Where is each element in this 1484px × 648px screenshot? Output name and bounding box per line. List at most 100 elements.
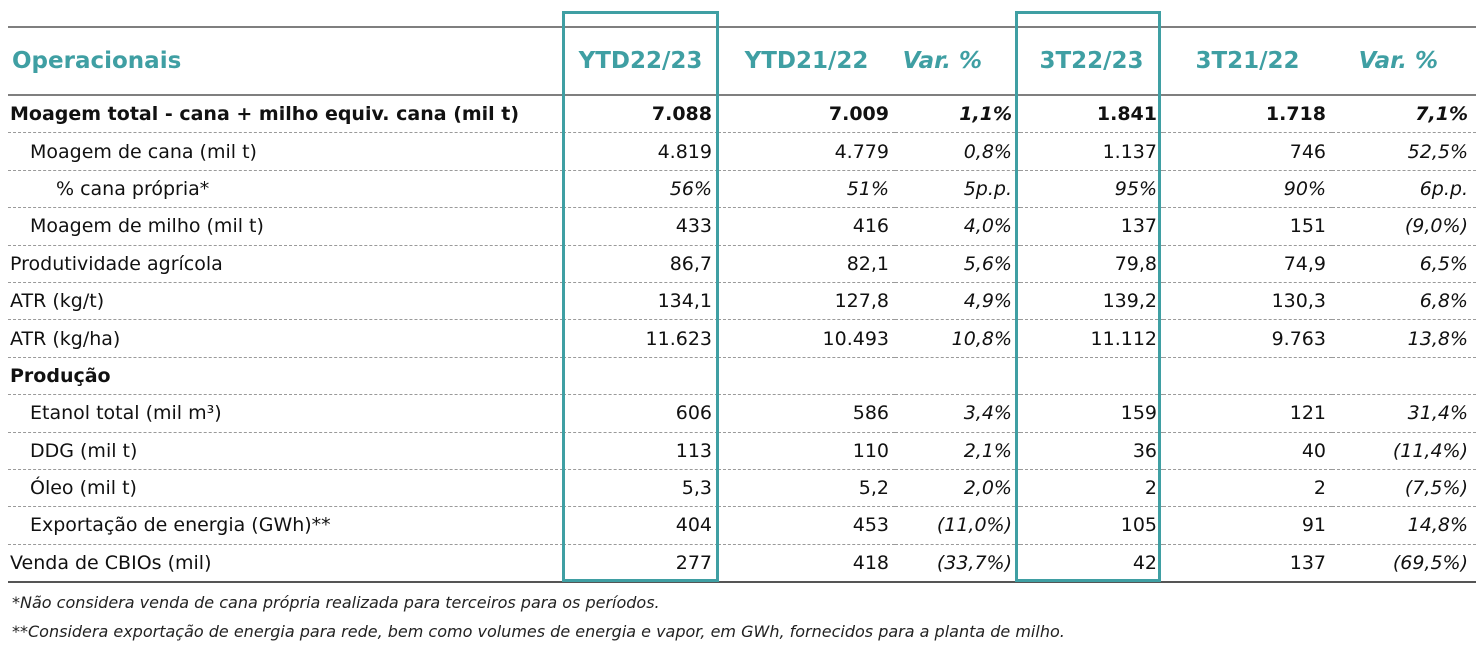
value-ytd2122: 82,1 [718, 245, 895, 283]
value-3t2223: 105 [1020, 506, 1163, 545]
value-3t2223: 95% [1020, 170, 1163, 209]
value-var-3t: 14,8% [1332, 506, 1476, 545]
value-var-ytd: 2,0% [895, 469, 1020, 508]
value-ytd2122: 51% [718, 170, 895, 209]
value-ytd2223: 113 [563, 432, 718, 470]
value-3t2122: 9.763 [1163, 319, 1332, 358]
value-3t2223: 36 [1020, 432, 1163, 470]
value-3t2122: 151 [1163, 207, 1332, 246]
row-label: ATR (kg/ha) [8, 319, 563, 358]
value-var-3t: (11,4%) [1332, 432, 1476, 470]
table-row: Produtividade agrícola 86,7 82,1 5,6% 79,8 74… [8, 245, 1476, 283]
table-row: % cana própria* 56% 51% 5p.p. 95% 90% 6p.p. [8, 170, 1476, 209]
value-var-3t: 7,1% [1332, 95, 1476, 134]
value-var-ytd: 2,1% [895, 432, 1020, 470]
value-3t2223: 1.137 [1020, 132, 1163, 171]
operational-table: Operacionais YTD22/23 YTD21/22 Var. % 3T… [8, 26, 1476, 584]
value-var-3t: 31,4% [1332, 394, 1476, 433]
row-label: Produtividade agrícola [8, 245, 563, 283]
value-ytd2122: 586 [718, 394, 895, 433]
value-3t2122: 137 [1163, 544, 1332, 584]
value-3t2223: 42 [1020, 544, 1163, 584]
table-row: DDG (mil t) 113 110 2,1% 36 40 (11,4%) [8, 432, 1476, 470]
row-label: Moagem de milho (mil t) [8, 207, 563, 246]
value-ytd2122: 453 [718, 506, 895, 545]
header-col-ytd2122: YTD21/22 [718, 26, 895, 96]
value-ytd2223: 56% [563, 170, 718, 209]
value-3t2122: 1.718 [1163, 95, 1332, 134]
value-3t2122: 90% [1163, 170, 1332, 209]
value-3t2223: 2 [1020, 469, 1163, 508]
value-ytd2223: 7.088 [563, 95, 718, 134]
footnote-1: *Não considera venda de cana própria rea… [12, 593, 660, 612]
value-3t2122: 2 [1163, 469, 1332, 508]
value-var-3t: 6,8% [1332, 282, 1476, 321]
value-3t2223 [1020, 357, 1163, 396]
value-3t2122 [1163, 357, 1332, 396]
value-ytd2223: 4.819 [563, 132, 718, 171]
table-row: Etanol total (mil m³) 606 586 3,4% 159 121 31,… [8, 394, 1476, 433]
table-body: Moagem total - cana + milho equiv. cana … [8, 95, 1476, 584]
row-label: Produção [8, 357, 563, 396]
value-var-3t: (7,5%) [1332, 469, 1476, 508]
value-ytd2122: 4.779 [718, 132, 895, 171]
row-label: DDG (mil t) [8, 432, 563, 470]
row-label: ATR (kg/t) [8, 282, 563, 321]
value-3t2122: 40 [1163, 432, 1332, 470]
table-row: Moagem total - cana + milho equiv. cana … [8, 95, 1476, 134]
header-col-var-ytd: Var. % [895, 26, 1020, 96]
value-3t2122: 746 [1163, 132, 1332, 171]
table-row: Óleo (mil t) 5,3 5,2 2,0% 2 2 (7,5%) [8, 469, 1476, 508]
header-col-3t2122: 3T21/22 [1163, 26, 1332, 96]
value-ytd2223: 134,1 [563, 282, 718, 321]
header-col-var-3t: Var. % [1332, 26, 1476, 96]
value-3t2122: 91 [1163, 506, 1332, 545]
value-ytd2223: 277 [563, 544, 718, 584]
value-ytd2223: 606 [563, 394, 718, 433]
value-ytd2122 [718, 357, 895, 396]
value-ytd2122: 418 [718, 544, 895, 584]
value-ytd2223: 404 [563, 506, 718, 545]
value-3t2223: 159 [1020, 394, 1163, 433]
value-3t2223: 11.112 [1020, 319, 1163, 358]
header-col-ytd2223: YTD22/23 [563, 26, 718, 96]
row-label: Exportação de energia (GWh)** [8, 506, 563, 545]
row-label: % cana própria* [8, 170, 563, 209]
table-row: ATR (kg/ha) 11.623 10.493 10,8% 11.112 9.763 1… [8, 319, 1476, 358]
value-var-ytd: 5p.p. [895, 170, 1020, 209]
value-var-ytd: (11,0%) [895, 506, 1020, 545]
row-label: Venda de CBIOs (mil) [8, 544, 563, 584]
row-label: Óleo (mil t) [8, 469, 563, 508]
value-var-ytd: 4,9% [895, 282, 1020, 321]
value-var-ytd: 1,1% [895, 95, 1020, 134]
value-var-ytd: 5,6% [895, 245, 1020, 283]
table-row: Moagem de milho (mil t) 433 416 4,0% 137 151(… [8, 207, 1476, 246]
row-label: Moagem de cana (mil t) [8, 132, 563, 171]
operational-table-container: Operacionais YTD22/23 YTD21/22 Var. % 3T… [8, 26, 1476, 584]
value-var-3t: (9,0%) [1332, 207, 1476, 246]
table-row: Venda de CBIOs (mil) 277 418 (33,7%) 42 137 (6… [8, 544, 1476, 584]
value-ytd2122: 416 [718, 207, 895, 246]
value-3t2223: 139,2 [1020, 282, 1163, 321]
value-var-ytd: 4,0% [895, 207, 1020, 246]
value-3t2122: 74,9 [1163, 245, 1332, 283]
value-3t2223: 79,8 [1020, 245, 1163, 283]
value-ytd2223 [563, 357, 718, 396]
table-row: Moagem de cana (mil t) 4.819 4.779 0,8% 1.13… [8, 132, 1476, 171]
value-ytd2223: 433 [563, 207, 718, 246]
value-3t2223: 137 [1020, 207, 1163, 246]
header-label: Operacionais [8, 26, 563, 96]
value-var-3t: 6,5% [1332, 245, 1476, 283]
value-ytd2122: 110 [718, 432, 895, 470]
value-var-ytd: (33,7%) [895, 544, 1020, 584]
value-var-3t: 13,8% [1332, 319, 1476, 358]
value-3t2122: 121 [1163, 394, 1332, 433]
value-ytd2223: 86,7 [563, 245, 718, 283]
value-var-ytd [895, 357, 1020, 396]
value-var-ytd: 10,8% [895, 319, 1020, 358]
row-label: Moagem total - cana + milho equiv. cana … [8, 95, 563, 134]
value-ytd2122: 5,2 [718, 469, 895, 508]
value-ytd2223: 11.623 [563, 319, 718, 358]
value-3t2223: 1.841 [1020, 95, 1163, 134]
value-var-3t: 6p.p. [1332, 170, 1476, 209]
